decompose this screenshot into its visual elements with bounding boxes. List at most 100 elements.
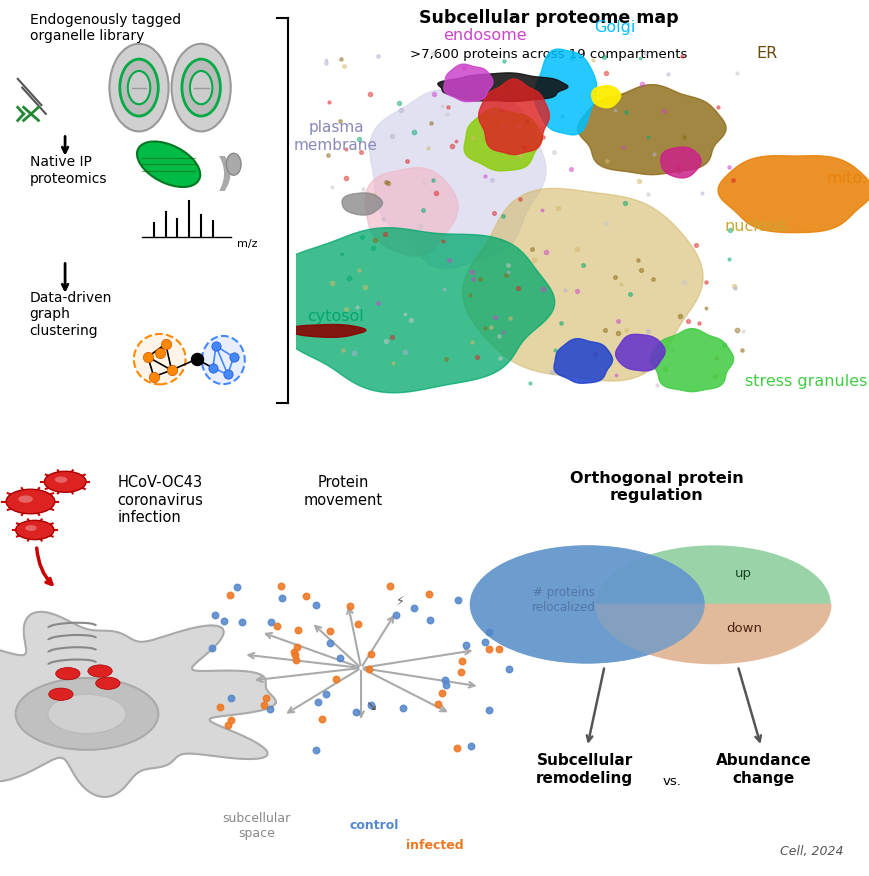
Point: [587, 347, 601, 361]
Text: Abundance
change: Abundance change: [715, 753, 811, 786]
Point: [274, 579, 288, 593]
Point: [289, 653, 302, 667]
Point: [394, 102, 408, 117]
Point: [506, 88, 520, 102]
Point: [512, 148, 526, 162]
Text: ): ): [216, 156, 234, 194]
Point: [319, 53, 333, 67]
Point: [616, 140, 630, 154]
Point: [352, 132, 366, 146]
Point: [669, 159, 683, 173]
Point: [729, 322, 743, 336]
Point: [449, 741, 463, 755]
Point: [726, 281, 740, 295]
Point: [141, 350, 155, 364]
Text: down: down: [725, 622, 761, 635]
Point: [368, 233, 381, 247]
Point: [448, 134, 462, 148]
Point: [385, 329, 399, 343]
Point: [536, 130, 550, 144]
Text: Subcellular proteome map: Subcellular proteome map: [418, 9, 678, 27]
Point: [554, 110, 568, 124]
Point: [427, 87, 441, 101]
Point: [665, 343, 679, 357]
Point: [342, 271, 355, 285]
Point: [287, 645, 301, 659]
Point: [457, 61, 471, 75]
Polygon shape: [478, 79, 548, 154]
Text: Orthogonal protein
regulation: Orthogonal protein regulation: [569, 471, 743, 503]
Point: [206, 361, 220, 375]
Point: [349, 300, 363, 314]
Point: [318, 56, 332, 70]
Point: [335, 247, 348, 261]
Point: [638, 46, 652, 60]
Circle shape: [56, 668, 80, 680]
Point: [510, 280, 524, 294]
Point: [522, 376, 536, 390]
Polygon shape: [463, 109, 541, 171]
Circle shape: [49, 689, 73, 701]
Point: [358, 279, 372, 293]
Point: [499, 268, 513, 282]
Point: [707, 369, 721, 383]
Point: [426, 46, 440, 60]
Point: [710, 100, 724, 114]
Point: [735, 324, 749, 338]
Point: [482, 625, 496, 639]
Polygon shape: [554, 339, 612, 384]
Point: [332, 651, 346, 665]
Text: infected: infected: [406, 839, 463, 851]
Point: [299, 589, 313, 603]
Point: [493, 103, 507, 117]
Point: [660, 67, 674, 81]
Point: [658, 363, 672, 377]
Point: [674, 49, 688, 63]
Point: [208, 608, 222, 622]
Point: [598, 323, 612, 337]
Point: [698, 301, 712, 315]
Point: [464, 739, 478, 753]
Text: Cell, 2024: Cell, 2024: [779, 845, 843, 858]
Point: [164, 364, 178, 378]
Circle shape: [189, 71, 212, 104]
Point: [725, 173, 739, 187]
Point: [385, 130, 399, 144]
Point: [485, 106, 499, 120]
Point: [158, 337, 172, 351]
Point: [550, 201, 564, 215]
Point: [569, 284, 583, 298]
Point: [325, 276, 339, 290]
Point: [339, 172, 353, 186]
Point: [633, 263, 647, 277]
Point: [475, 115, 489, 129]
Point: [434, 686, 448, 700]
Point: [454, 654, 468, 668]
Point: [729, 66, 743, 80]
Point: [290, 639, 304, 653]
Point: [438, 351, 452, 365]
Ellipse shape: [134, 334, 185, 385]
Polygon shape: [462, 188, 702, 381]
Point: [213, 700, 227, 714]
Point: [599, 67, 613, 81]
Point: [646, 272, 660, 286]
Circle shape: [18, 496, 33, 503]
Point: [708, 350, 722, 364]
Polygon shape: [595, 604, 830, 663]
Point: [370, 296, 384, 310]
Point: [222, 588, 236, 602]
Text: ER: ER: [755, 46, 776, 61]
Point: [554, 316, 567, 330]
Polygon shape: [534, 49, 596, 135]
Point: [334, 53, 348, 67]
Point: [315, 711, 328, 725]
Point: [688, 237, 702, 251]
Point: [223, 713, 237, 727]
Circle shape: [55, 477, 67, 483]
Point: [694, 187, 708, 201]
Text: Data-driven
graph
clustering: Data-driven graph clustering: [30, 291, 112, 337]
Point: [640, 324, 654, 338]
Point: [221, 717, 235, 731]
Point: [436, 234, 450, 248]
